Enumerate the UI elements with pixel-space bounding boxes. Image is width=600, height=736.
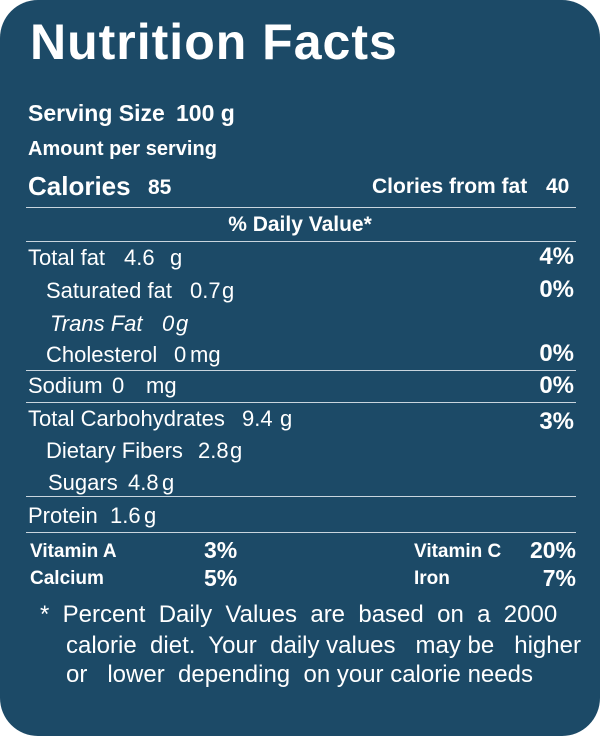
nutrient-dv: 3% bbox=[539, 408, 574, 435]
divider bbox=[26, 370, 576, 371]
divider bbox=[26, 402, 576, 403]
nutrient-dv: 0% bbox=[539, 372, 574, 399]
nutrient-unit: g bbox=[176, 311, 189, 336]
nutrient-amount: 0 bbox=[162, 311, 175, 336]
nutrient-unit: mg bbox=[146, 373, 177, 398]
nutrient-amount: 9.4 bbox=[242, 406, 273, 431]
vitamin-c-label: Vitamin C bbox=[414, 541, 502, 562]
nutrient-unit: g bbox=[222, 278, 235, 303]
nutrient-label: Sugars bbox=[48, 470, 118, 495]
vitamin-a-dv: 3% bbox=[204, 537, 238, 563]
divider bbox=[26, 496, 576, 497]
nutrient-label: Trans Fat bbox=[50, 311, 143, 336]
nutrient-dv: 0% bbox=[539, 340, 574, 367]
nutrient-unit: g bbox=[230, 438, 243, 463]
footnote-line-2: calorie diet. Your daily values may be h… bbox=[66, 632, 581, 659]
serving-size-value: 100 g bbox=[176, 100, 235, 126]
calories-value: 85 bbox=[148, 176, 172, 199]
divider bbox=[26, 241, 576, 242]
iron-label: Iron bbox=[414, 568, 450, 589]
nutrient-label: Dietary Fibers bbox=[46, 438, 183, 463]
nutrient-amount: 4.6 bbox=[124, 245, 155, 270]
nutrient-label: Cholesterol bbox=[46, 342, 158, 367]
nutrient-label: Total Carbohydrates bbox=[28, 406, 225, 431]
serving-size-label: Serving Size bbox=[28, 100, 165, 126]
calories-from-fat-label: Clories from fat bbox=[372, 175, 528, 198]
nutrient-unit: mg bbox=[190, 342, 221, 367]
iron-dv: 7% bbox=[542, 565, 576, 591]
daily-value-header: % Daily Value* bbox=[228, 213, 372, 236]
nutrient-dv: 4% bbox=[539, 243, 574, 270]
nutrient-unit: g bbox=[170, 245, 183, 270]
calories-from-fat-value: 40 bbox=[546, 175, 570, 198]
nutrient-amount: 4.8 bbox=[128, 470, 159, 495]
amount-per-serving: Amount per serving bbox=[28, 138, 217, 160]
nutrient-unit: g bbox=[144, 503, 157, 528]
calories-label: Calories bbox=[28, 171, 131, 201]
footnote-line-3: or lower depending on your calorie needs bbox=[66, 661, 533, 688]
calcium-label: Calcium bbox=[30, 568, 104, 589]
vitamin-c-dv: 20% bbox=[529, 537, 576, 563]
panel-title: Nutrition Facts bbox=[30, 14, 398, 70]
nutrient-amount: 0 bbox=[174, 342, 187, 367]
nutrient-unit: g bbox=[162, 470, 175, 495]
nutrient-unit: g bbox=[280, 406, 293, 431]
nutrient-label: Total fat bbox=[28, 245, 106, 270]
nutrient-label: Sodium bbox=[28, 373, 103, 398]
nutrient-amount: 0 bbox=[112, 373, 125, 398]
nutrient-amount: 0.7 bbox=[190, 278, 221, 303]
calcium-dv: 5% bbox=[204, 565, 238, 591]
vitamin-a-label: Vitamin A bbox=[30, 541, 117, 562]
nutrient-amount: 2.8 bbox=[198, 438, 229, 463]
nutrient-dv: 0% bbox=[539, 276, 574, 303]
footnote-line-1: * Percent Daily Values are based on a 20… bbox=[40, 601, 558, 628]
nutrient-label: Protein bbox=[28, 503, 98, 528]
nutrient-amount: 1.6 bbox=[110, 503, 141, 528]
nutrient-label: Saturated fat bbox=[46, 278, 172, 303]
divider bbox=[26, 532, 576, 533]
divider bbox=[26, 207, 576, 208]
